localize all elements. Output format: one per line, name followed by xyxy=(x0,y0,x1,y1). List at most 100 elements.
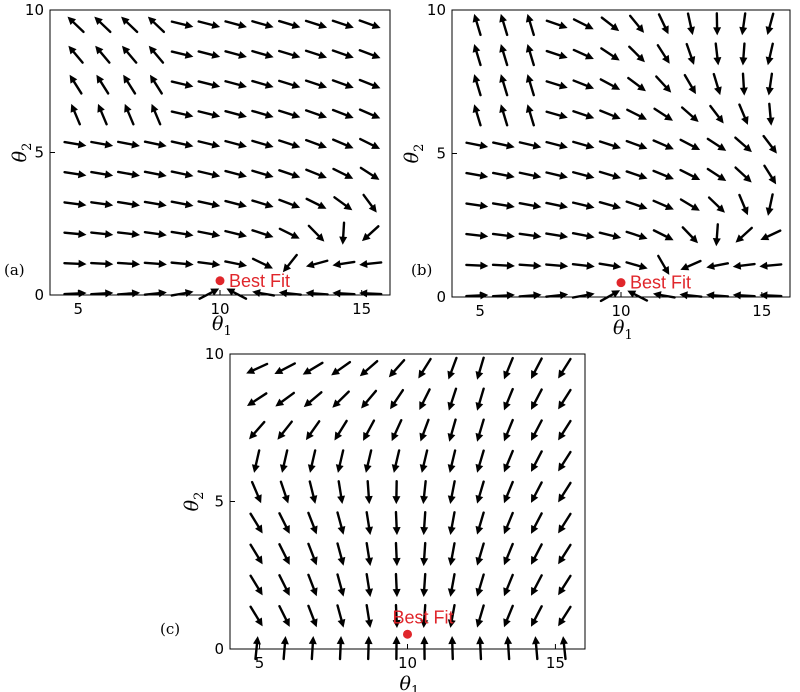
field-arrow xyxy=(680,259,702,271)
field-arrow xyxy=(472,43,482,67)
field-arrow xyxy=(765,42,774,66)
field-arrow xyxy=(447,387,458,411)
field-arrow xyxy=(170,259,194,268)
field-arrow xyxy=(572,79,595,90)
field-arrow xyxy=(739,72,748,96)
y-axis-label: θ2 xyxy=(401,144,427,164)
field-arrow xyxy=(332,390,350,408)
field-arrow xyxy=(339,221,348,245)
field-arrow xyxy=(545,201,568,210)
field-arrow xyxy=(545,231,569,240)
field-arrow xyxy=(656,44,670,64)
field-arrow xyxy=(447,480,456,504)
field-arrow xyxy=(572,48,594,60)
field-arrow xyxy=(571,261,595,270)
field-arrow xyxy=(472,74,482,97)
field-arrow xyxy=(598,170,622,180)
field-arrow xyxy=(277,420,293,440)
field-arrow xyxy=(302,361,324,375)
field-arrow xyxy=(332,260,356,269)
field-arrow xyxy=(683,73,696,95)
x-tick-label: 15 xyxy=(546,654,565,672)
field-arrow xyxy=(359,259,383,268)
field-arrow xyxy=(503,573,514,597)
field-arrow xyxy=(197,230,221,239)
x-axis-label: θ1 xyxy=(613,317,633,343)
best-fit-label: Best Fit xyxy=(630,273,691,293)
field-arrow xyxy=(530,543,543,565)
field-arrow xyxy=(418,357,432,379)
field-arrow xyxy=(63,200,87,209)
field-arrow xyxy=(713,12,722,36)
field-arrow xyxy=(679,138,701,150)
field-arrow xyxy=(392,479,401,505)
field-arrow xyxy=(307,511,318,535)
field-arrow xyxy=(365,573,374,597)
field-arrow xyxy=(170,80,194,89)
field-arrow xyxy=(476,636,485,661)
field-arrow xyxy=(224,169,247,179)
field-arrow xyxy=(116,289,141,298)
field-arrow xyxy=(763,164,777,185)
field-arrow xyxy=(365,511,374,535)
field-arrow xyxy=(525,13,535,37)
field-arrow xyxy=(558,543,572,565)
field-arrow xyxy=(545,261,569,270)
field-arrow xyxy=(739,12,748,36)
field-arrow xyxy=(558,388,572,410)
field-arrow xyxy=(278,227,300,239)
field-arrow xyxy=(652,229,674,241)
best-fit-point xyxy=(616,278,626,288)
field-arrow xyxy=(90,170,114,179)
field-arrow xyxy=(503,449,514,473)
field-arrow xyxy=(571,201,595,210)
field-arrow xyxy=(304,79,328,89)
field-arrow xyxy=(278,139,301,149)
x-tick-label: 15 xyxy=(352,300,371,318)
field-arrow xyxy=(625,261,648,271)
field-arrow xyxy=(530,512,543,534)
best-fit-label: Best Fit xyxy=(229,271,290,291)
field-arrow xyxy=(392,572,401,598)
field-arrow xyxy=(332,138,354,149)
field-arrow xyxy=(278,169,301,179)
field-arrow xyxy=(447,604,456,628)
field-arrow xyxy=(308,636,317,661)
field-arrow xyxy=(224,229,247,239)
field-arrow xyxy=(67,16,85,34)
field-arrow xyxy=(278,512,290,534)
field-arrow xyxy=(655,75,672,93)
x-tick-label: 10 xyxy=(611,302,630,320)
field-arrow xyxy=(465,141,489,150)
field-arrow xyxy=(558,481,572,503)
field-arrow xyxy=(388,358,406,378)
y-axis-label: θ2 xyxy=(9,143,35,163)
field-arrow xyxy=(124,103,135,126)
field-arrow xyxy=(249,512,263,534)
field-arrow xyxy=(116,170,140,179)
y-tick-label: 0 xyxy=(214,640,224,658)
best-fit-point xyxy=(215,276,225,286)
field-arrow xyxy=(391,449,401,473)
field-arrow xyxy=(336,511,346,535)
field-arrow xyxy=(143,170,167,179)
field-arrow xyxy=(503,511,514,535)
field-arrow xyxy=(530,388,543,410)
field-arrow xyxy=(518,141,542,150)
field-arrow xyxy=(447,542,456,566)
field-arrow xyxy=(558,357,572,379)
field-arrow xyxy=(545,49,568,60)
field-arrow xyxy=(499,74,509,97)
field-arrow xyxy=(224,260,248,269)
field-arrow xyxy=(491,261,515,270)
field-arrow xyxy=(307,573,318,597)
field-arrow xyxy=(365,603,374,628)
field-arrow xyxy=(197,140,221,149)
field-arrow xyxy=(760,229,782,241)
field-arrow xyxy=(499,43,509,67)
field-arrow xyxy=(491,171,515,180)
field-arrow xyxy=(336,542,346,566)
field-arrow xyxy=(364,636,373,661)
field-arrow xyxy=(475,480,485,504)
field-arrow xyxy=(628,45,645,63)
